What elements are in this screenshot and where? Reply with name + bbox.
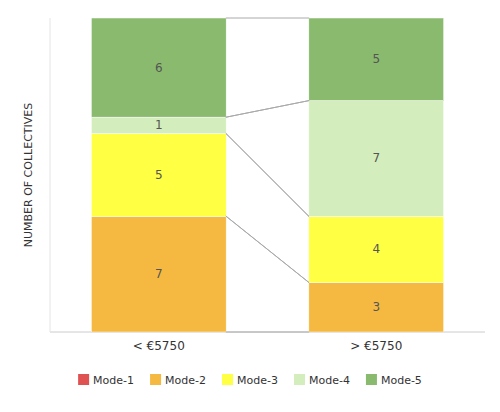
y-axis-label: NUMBER OF COLLECTIVES: [22, 103, 35, 248]
legend-item: Mode-4: [294, 374, 350, 387]
legend-item: Mode-5: [366, 374, 422, 387]
connector-line: [226, 18, 309, 19]
legend: Mode-1 Mode-2 Mode-3 Mode-4 Mode-5: [78, 374, 422, 387]
bar-segment: [309, 101, 444, 217]
data-label: 4: [372, 242, 380, 256]
bar-segment: [91, 216, 226, 332]
connector-line: [226, 332, 309, 333]
bar-segment: [309, 216, 444, 282]
data-label: 1: [155, 118, 163, 132]
data-label: 5: [155, 168, 163, 182]
data-label: 6: [155, 61, 163, 75]
connectors: [226, 18, 309, 332]
x-tick-label: < €5750: [133, 339, 185, 353]
legend-label: Mode-4: [309, 374, 350, 387]
legend-swatch: [222, 374, 233, 385]
x-tick-label: > €5750: [350, 339, 402, 353]
plot-area: [91, 18, 443, 332]
legend-item: Mode-1: [78, 374, 134, 387]
connector-line: [226, 101, 309, 118]
legend-item: Mode-2: [150, 374, 206, 387]
legend-swatch: [150, 374, 161, 385]
legend-swatch: [366, 374, 377, 385]
legend-label: Mode-1: [93, 374, 134, 387]
data-label: 3: [372, 300, 380, 314]
legend-item: Mode-3: [222, 374, 278, 387]
connector-line: [226, 134, 309, 217]
data-labels: 7 3 5 4 1 7 6 5: [155, 52, 380, 314]
connector-line: [226, 134, 309, 217]
connector-line: [226, 101, 309, 118]
connector-line: [226, 216, 309, 282]
data-label: 5: [372, 52, 380, 66]
legend-label: Mode-3: [237, 374, 278, 387]
bar-segment: [309, 18, 444, 101]
data-label: 7: [372, 151, 380, 165]
y-axis-line: [50, 18, 51, 332]
legend-label: Mode-5: [381, 374, 422, 387]
chart: 7 3 5 4 1 7 6 5 < €5750 > €5750 NUMBER OF COLLECTI…: [0, 0, 500, 412]
bar-segment: [91, 134, 226, 217]
legend-label: Mode-2: [165, 374, 206, 387]
bar-segment: [91, 117, 226, 134]
legend-swatch: [294, 374, 305, 385]
legend-swatch: [78, 374, 89, 385]
bar-segment: [91, 18, 226, 117]
connector-line: [226, 216, 309, 282]
data-label: 7: [155, 267, 163, 281]
bar-segment: [309, 282, 444, 332]
